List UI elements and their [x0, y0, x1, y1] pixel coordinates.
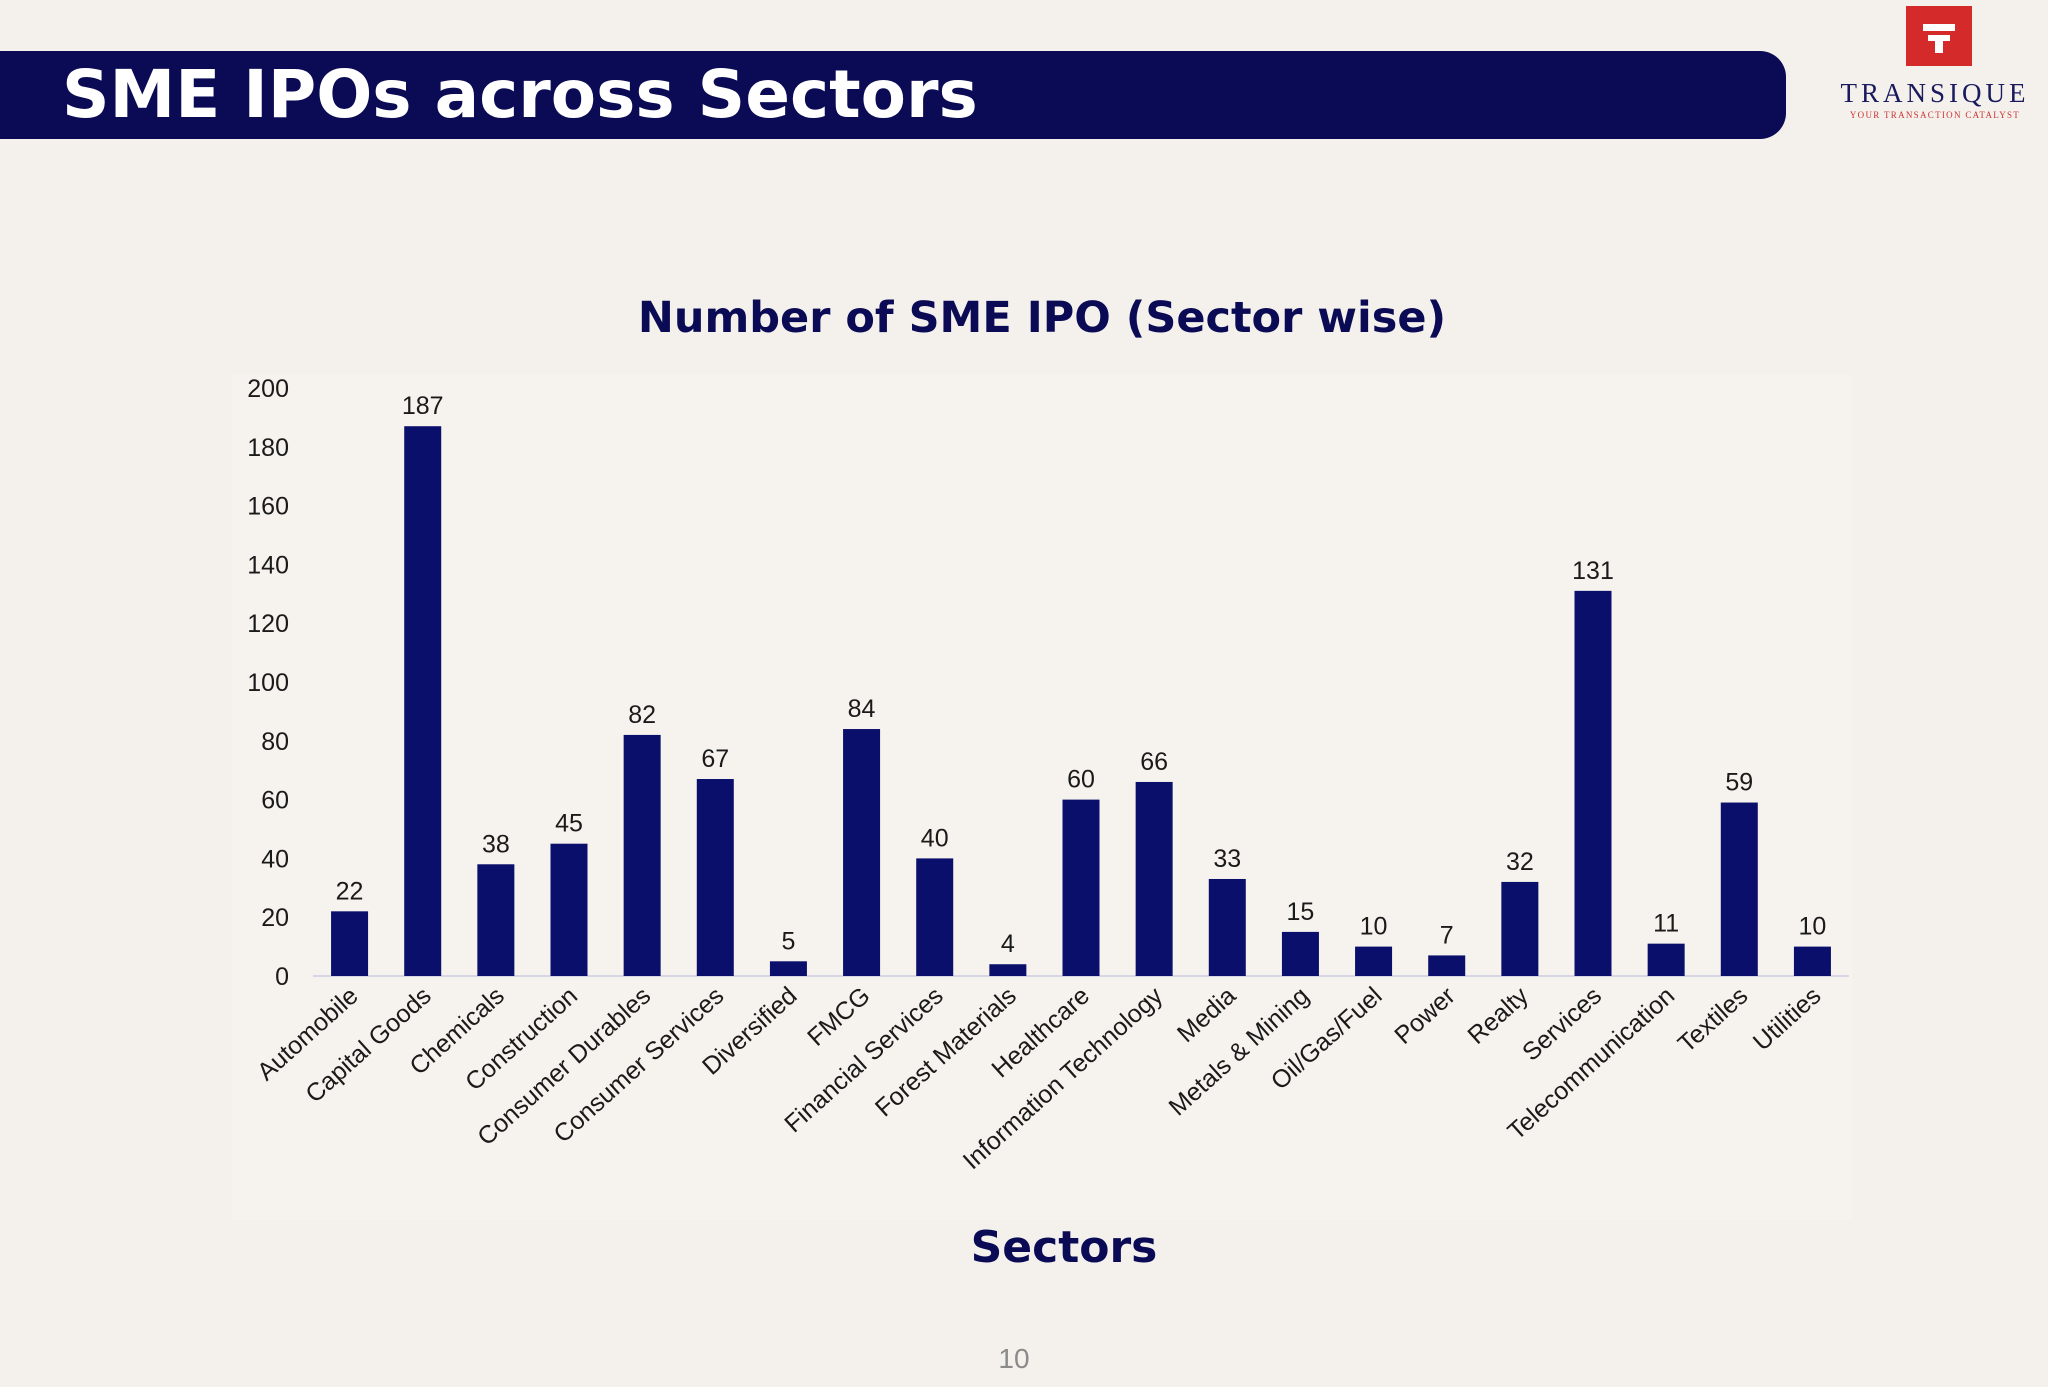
- bar: [843, 729, 881, 976]
- y-tick-label: 80: [261, 728, 289, 756]
- y-tick-label: 20: [261, 904, 289, 932]
- y-tick-label: 40: [261, 845, 289, 873]
- bar: [1428, 955, 1466, 976]
- data-label: 5: [781, 927, 795, 955]
- bar: [550, 843, 588, 976]
- bar: [989, 964, 1027, 976]
- bar: [623, 734, 661, 976]
- data-label: 60: [1067, 766, 1095, 794]
- bar: [477, 864, 515, 976]
- data-label: 82: [628, 701, 656, 729]
- chart-title: Number of SME IPO (Sector wise): [637, 293, 1447, 343]
- bar: [916, 858, 954, 976]
- data-label: 40: [921, 824, 949, 852]
- data-label: 131: [1572, 557, 1614, 585]
- bar: [1793, 946, 1831, 976]
- y-tick-label: 140: [247, 551, 289, 579]
- data-label: 38: [482, 830, 510, 858]
- data-label: 187: [402, 392, 444, 420]
- bar: [1281, 931, 1319, 976]
- bar: [404, 426, 442, 977]
- data-label: 33: [1213, 845, 1241, 873]
- page-title: SME IPOs across Sectors: [62, 56, 978, 133]
- data-label: 67: [701, 745, 729, 773]
- bar: [696, 779, 734, 976]
- bar: [769, 961, 807, 976]
- bar: [1574, 590, 1612, 976]
- y-tick-label: 180: [247, 434, 289, 462]
- data-label: 7: [1440, 921, 1454, 949]
- data-label: 84: [848, 695, 876, 723]
- data-label: 22: [336, 877, 364, 905]
- data-label: 11: [1653, 910, 1679, 938]
- data-label: 10: [1360, 913, 1388, 941]
- bar: [1355, 946, 1393, 976]
- bar: [1208, 878, 1246, 976]
- data-label: 4: [1001, 930, 1015, 958]
- data-label: 59: [1725, 769, 1753, 797]
- bar: [1135, 781, 1173, 976]
- company-logo: TRANSIQUE YOUR TRANSACTION CATALYST: [1830, 6, 2040, 121]
- logo-tagline: YOUR TRANSACTION CATALYST: [1849, 110, 2021, 120]
- page-number: 10: [998, 1343, 1030, 1374]
- y-tick-label: 60: [261, 787, 289, 815]
- y-tick-label: 120: [247, 610, 289, 638]
- data-label: 66: [1140, 748, 1168, 776]
- y-tick-label: 0: [275, 963, 289, 991]
- data-label: 10: [1799, 913, 1827, 941]
- y-tick-label: 200: [247, 375, 289, 403]
- y-tick-label: 160: [247, 493, 289, 521]
- logo-mark-icon: [1906, 6, 1972, 66]
- bar: [1062, 799, 1100, 976]
- bar: [331, 911, 369, 976]
- title-banner: SME IPOs across Sectors: [0, 51, 1786, 139]
- bar: [1501, 881, 1539, 976]
- bar: [1647, 943, 1685, 976]
- y-tick-label: 100: [247, 669, 289, 697]
- logo-name: TRANSIQUE: [1840, 78, 2030, 108]
- data-label: 32: [1506, 848, 1534, 876]
- x-axis-title: Sectors: [970, 1222, 1158, 1273]
- data-label: 45: [555, 810, 583, 838]
- bar: [1720, 802, 1758, 976]
- data-label: 15: [1287, 898, 1315, 926]
